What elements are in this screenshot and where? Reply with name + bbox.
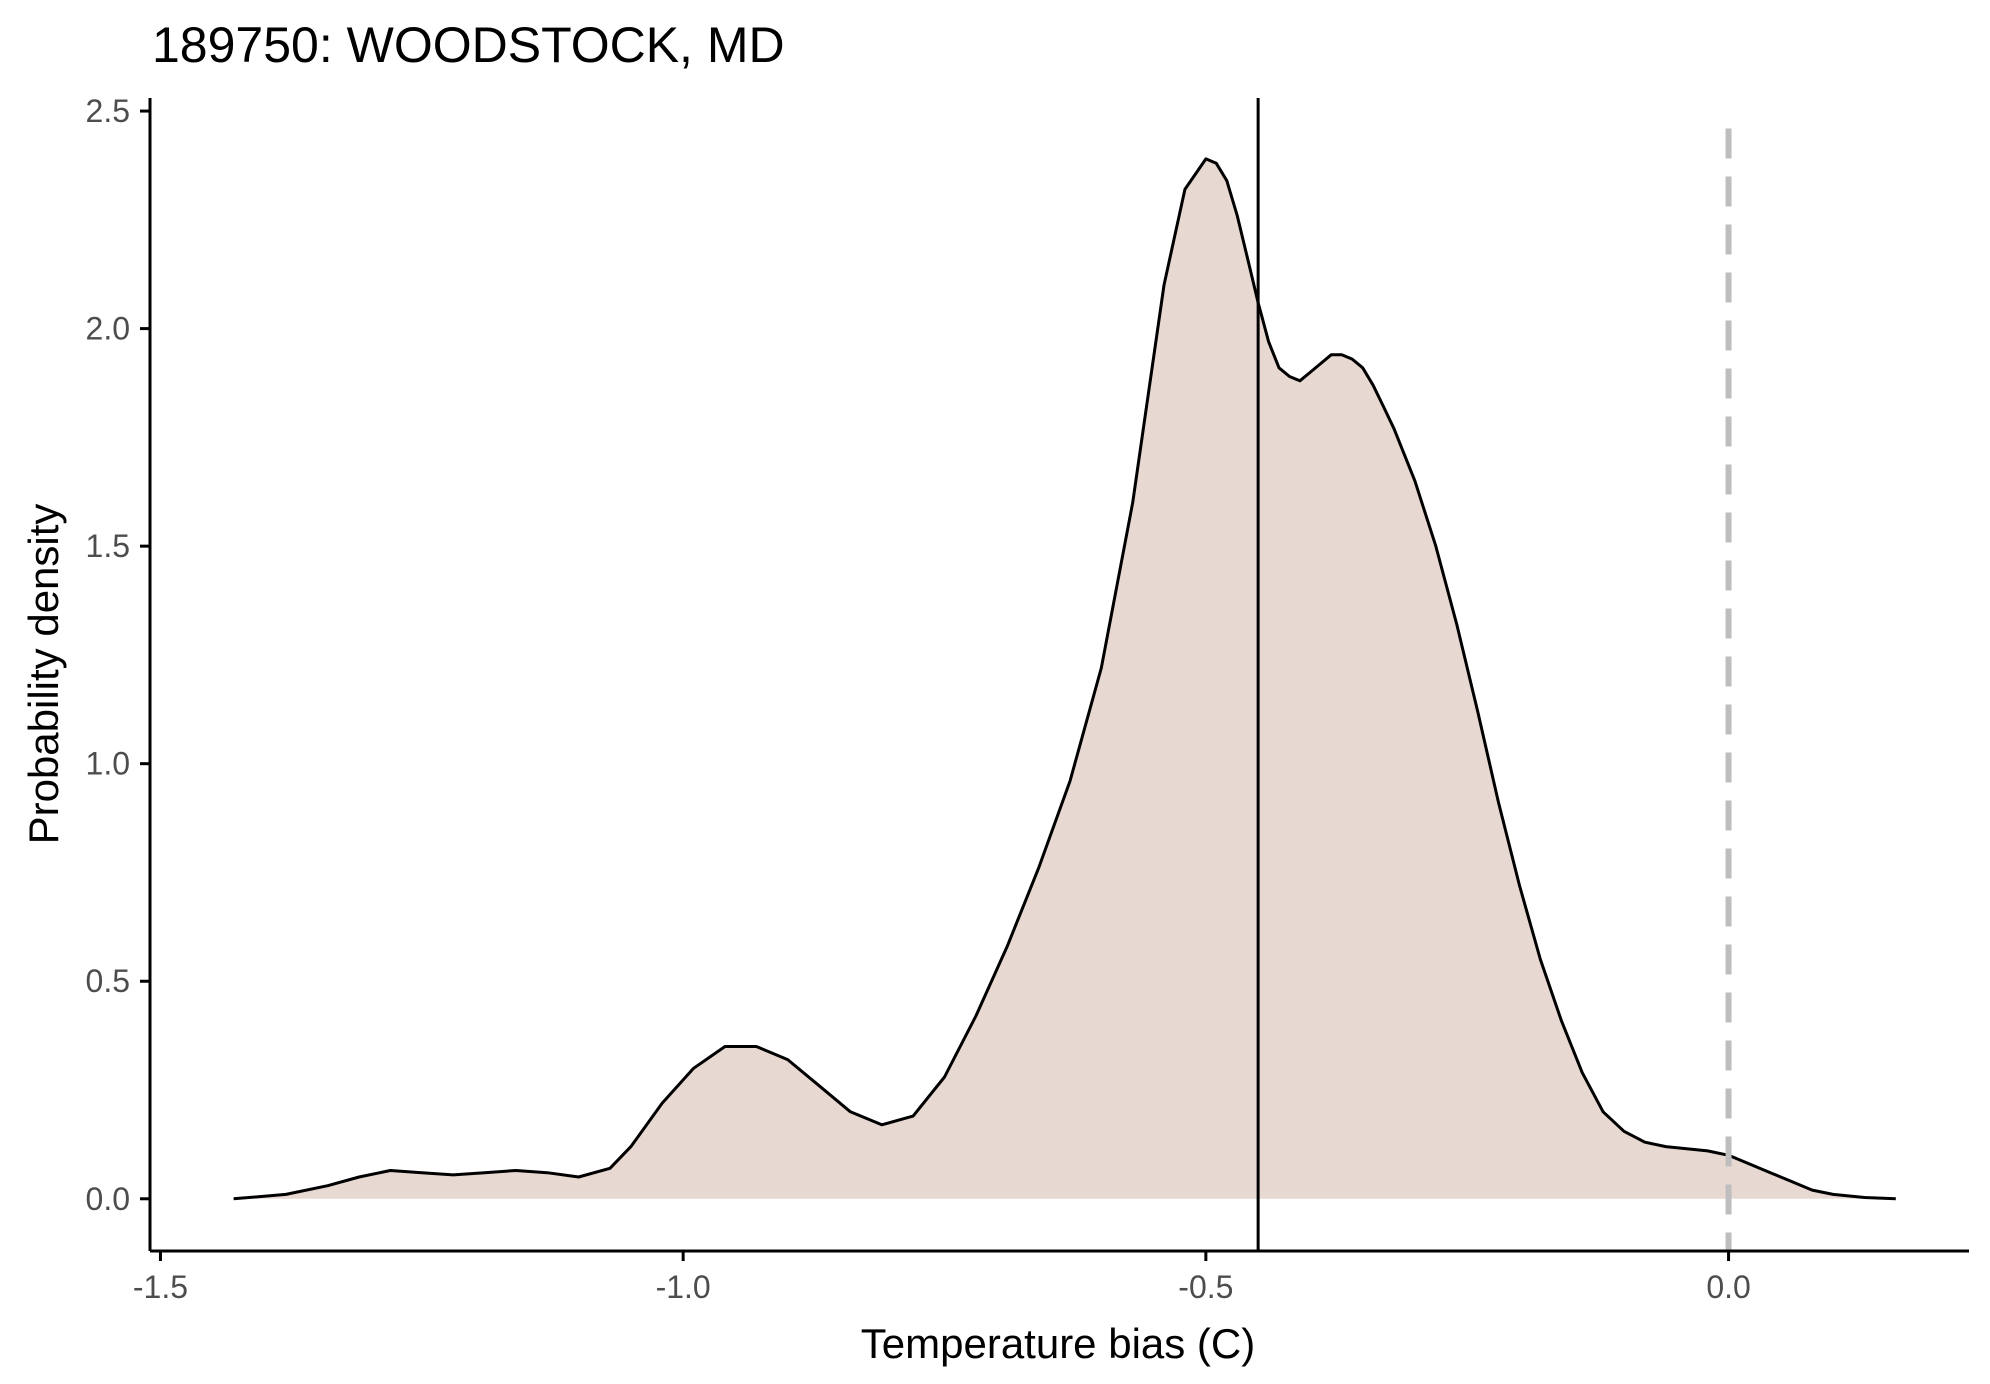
density-area	[233, 158, 1896, 1199]
x-tick-label: 0.0	[1706, 1269, 1750, 1305]
y-tick-label: 0.5	[86, 963, 130, 999]
y-tick-label: 0.0	[86, 1181, 130, 1217]
y-tick-label: 1.0	[86, 746, 130, 782]
y-tick-label: 2.5	[86, 93, 130, 129]
y-tick-label: 2.0	[86, 311, 130, 347]
x-axis-ticks: -1.5 -1.0 -0.5 0.0	[133, 1251, 1751, 1305]
plot-area	[233, 98, 1896, 1251]
y-tick-label: 1.5	[86, 528, 130, 564]
x-tick-label: -1.0	[656, 1269, 711, 1305]
x-axis-title: Temperature bias (C)	[861, 1320, 1255, 1367]
y-axis-title: Probability density	[20, 504, 67, 845]
chart-title: 189750: WOODSTOCK, MD	[152, 17, 785, 73]
y-axis-ticks: 0.0 0.5 1.0 1.5 2.0 2.5	[86, 93, 150, 1217]
x-tick-label: -0.5	[1178, 1269, 1233, 1305]
x-tick-label: -1.5	[133, 1269, 188, 1305]
